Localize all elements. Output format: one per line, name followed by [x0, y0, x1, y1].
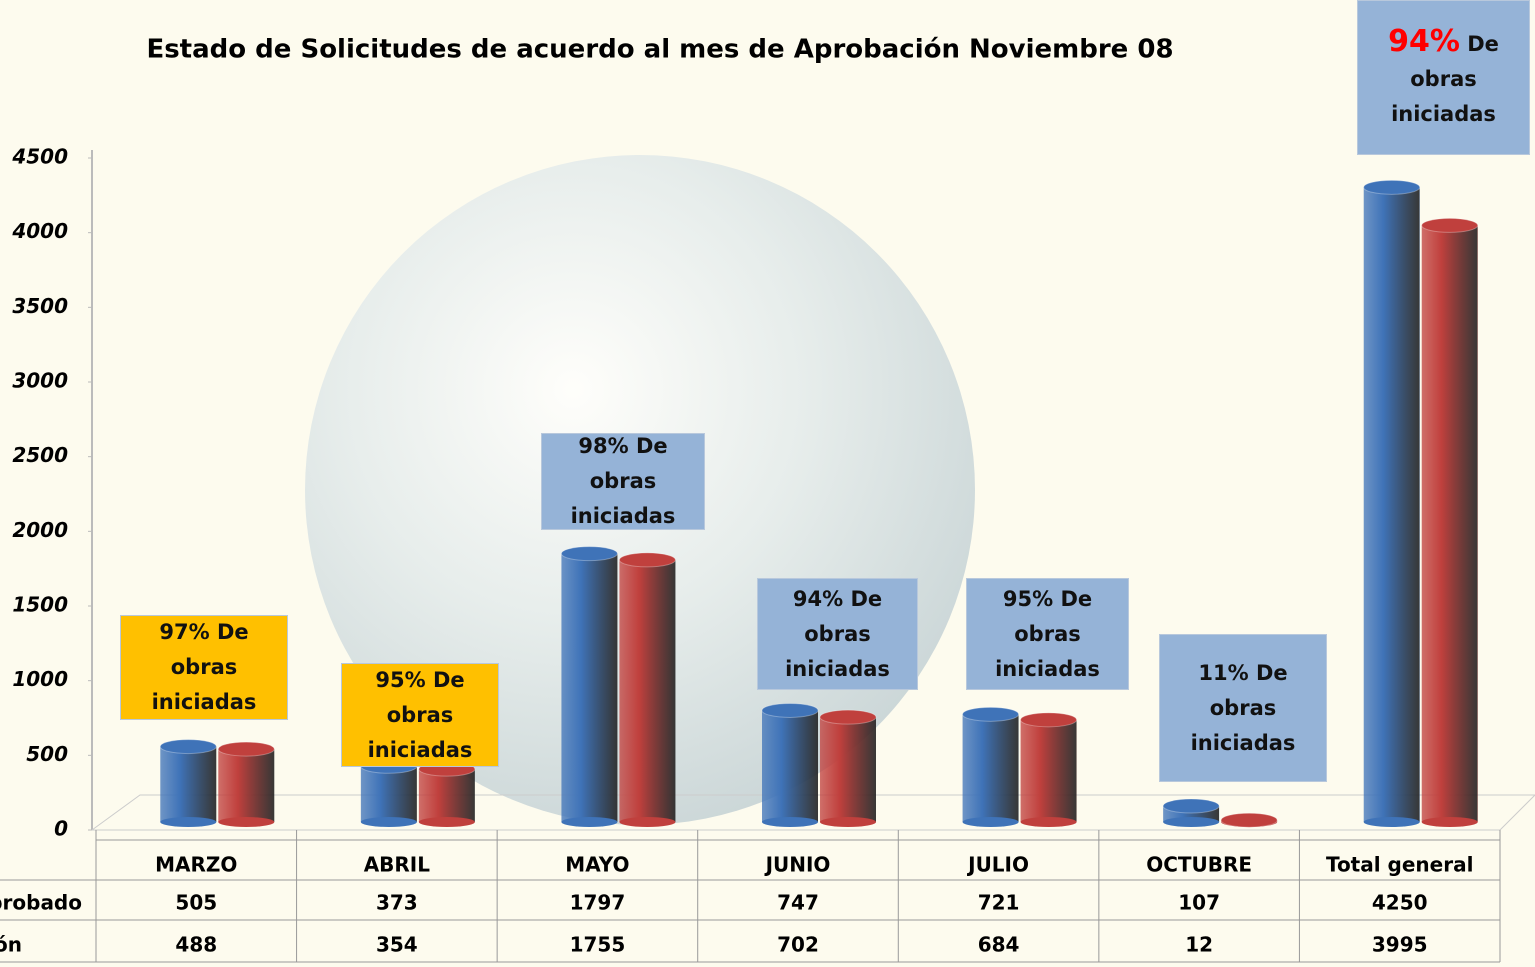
- bar: [218, 749, 274, 822]
- bar-bottom: [1364, 817, 1420, 827]
- page: Estado de Solicitudes de acuerdo al mes …: [0, 0, 1535, 967]
- annotation-highlight: 94%: [1388, 24, 1460, 59]
- y-tick-label: 4000: [11, 219, 68, 243]
- bar-top: [218, 742, 274, 756]
- annotation: 11% De obras iniciadas: [1174, 656, 1312, 761]
- annotation-box: 11% De obras iniciadas: [1159, 634, 1327, 782]
- bar: [561, 554, 617, 822]
- bar-top: [963, 707, 1019, 721]
- bar: [1422, 225, 1478, 822]
- y-tick-label: 4500: [11, 145, 68, 169]
- bar-top: [820, 710, 876, 724]
- table-value: 1797: [570, 891, 626, 915]
- bar-top: [762, 703, 818, 717]
- x-tick-label: MAYO: [565, 853, 629, 877]
- table-value: 747: [777, 891, 819, 915]
- bar-top: [1221, 813, 1277, 827]
- bar-bottom: [419, 817, 475, 827]
- table-value: 4250: [1372, 891, 1428, 915]
- annotation-text: 97% De obras iniciadas: [152, 620, 257, 714]
- annotation-box: 97% De obras iniciadas: [120, 615, 288, 720]
- bar-top: [1163, 799, 1219, 813]
- bar-top: [619, 553, 675, 567]
- y-tick-label: 3500: [12, 294, 68, 318]
- annotation-text: 98% De obras iniciadas: [571, 434, 676, 528]
- table-value: 107: [1178, 891, 1220, 915]
- annotation-text: 95% De obras iniciadas: [368, 668, 473, 762]
- bar-top: [561, 547, 617, 561]
- y-tick-label: 2000: [12, 518, 68, 542]
- table-value: 3995: [1372, 933, 1428, 957]
- bar-bottom: [1163, 817, 1219, 827]
- annotation: 94% De obras iniciadas: [1372, 24, 1515, 132]
- annotation-box: 94% De obras iniciadas: [757, 578, 918, 690]
- y-tick-label: 2500: [12, 443, 68, 467]
- legend-label: ón: [0, 933, 22, 957]
- bar: [1021, 720, 1077, 822]
- annotation-text: 95% De obras iniciadas: [995, 587, 1100, 681]
- x-tick-label: JUNIO: [764, 853, 831, 877]
- table-value: 488: [175, 933, 217, 957]
- bar: [1364, 187, 1420, 822]
- table-value: 684: [978, 933, 1020, 957]
- x-tick-label: OCTUBRE: [1146, 853, 1252, 877]
- bar-top: [1364, 180, 1420, 194]
- annotation: 95% De obras iniciadas: [981, 582, 1114, 687]
- table-value: 354: [376, 933, 418, 957]
- bar-bottom: [963, 817, 1019, 827]
- bar-bottom: [218, 817, 274, 827]
- y-tick-label: 500: [26, 742, 68, 766]
- table-value: 505: [175, 891, 217, 915]
- annotation: 97% De obras iniciadas: [135, 615, 273, 720]
- bar-top: [1021, 713, 1077, 727]
- bar: [160, 747, 216, 822]
- annotation: 94% De obras iniciadas: [772, 582, 903, 687]
- table-value: 373: [376, 891, 418, 915]
- annotation-box: 95% De obras iniciadas: [341, 663, 499, 767]
- bar-bottom: [762, 817, 818, 827]
- annotation-box: 98% De obras iniciadas: [541, 433, 705, 530]
- bar-bottom: [361, 817, 417, 827]
- chart-title: Estado de Solicitudes de acuerdo al mes …: [146, 35, 1173, 65]
- table-value: 1755: [570, 933, 626, 957]
- y-tick-label: 1500: [12, 593, 68, 617]
- table-value: 12: [1185, 933, 1213, 957]
- bar-bottom: [1021, 817, 1077, 827]
- bar-bottom: [561, 817, 617, 827]
- annotation-text: 11% De obras iniciadas: [1191, 661, 1296, 755]
- bar: [419, 769, 475, 822]
- bar-bottom: [619, 817, 675, 827]
- bar: [820, 717, 876, 822]
- bar: [963, 714, 1019, 822]
- annotation-text: 94% De obras iniciadas: [785, 587, 890, 681]
- annotation-box: 95% De obras iniciadas: [966, 578, 1129, 690]
- bar-bottom: [160, 817, 216, 827]
- y-tick-label: 1000: [12, 667, 68, 691]
- y-tick-label: 3000: [12, 369, 68, 393]
- bar-top: [1422, 218, 1478, 232]
- bar-bottom: [820, 817, 876, 827]
- annotation: 98% De obras iniciadas: [556, 429, 690, 534]
- bar-bottom: [1422, 817, 1478, 827]
- x-tick-label: MARZO: [155, 853, 237, 877]
- bar: [619, 560, 675, 822]
- bar: [361, 766, 417, 822]
- bar: [762, 710, 818, 822]
- table-value: 721: [978, 891, 1020, 915]
- x-tick-label: Total general: [1326, 853, 1474, 877]
- legend-label: probado: [0, 891, 82, 915]
- y-tick-label: 0: [54, 817, 68, 841]
- table-value: 702: [777, 933, 819, 957]
- x-tick-label: ABRIL: [364, 853, 431, 877]
- annotation: 95% De obras iniciadas: [356, 663, 484, 768]
- annotation-box: 94% De obras iniciadas: [1357, 0, 1530, 155]
- x-tick-label: JULIO: [966, 853, 1029, 877]
- bar-top: [160, 740, 216, 754]
- chart: Estado de Solicitudes de acuerdo al mes …: [0, 0, 1535, 967]
